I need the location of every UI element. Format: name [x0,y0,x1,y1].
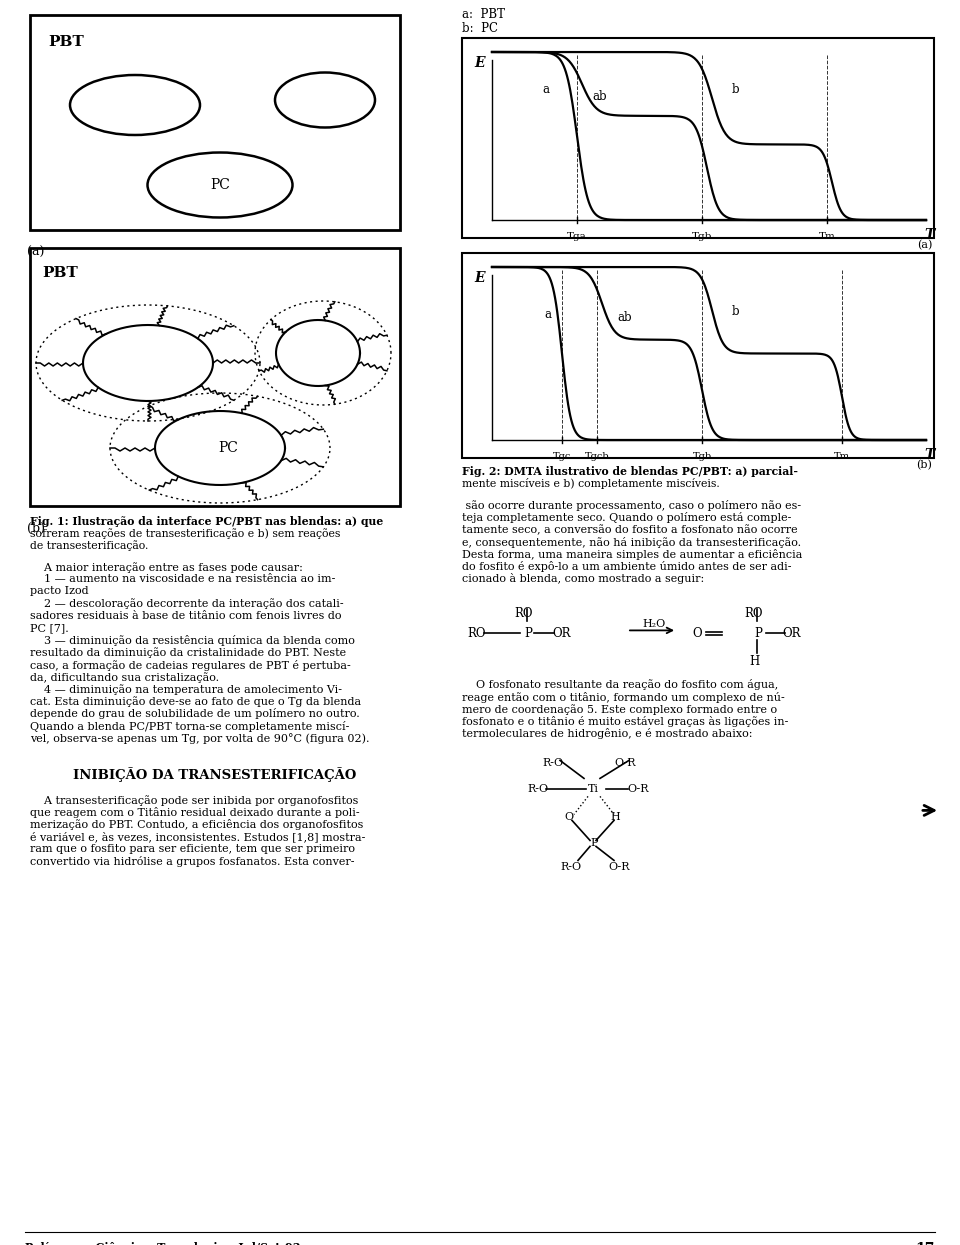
Text: b:  PC: b: PC [462,22,498,35]
Text: E: E [474,271,485,285]
Text: Tgb: Tgb [692,232,712,242]
Text: fosfonato e o titânio é muito estável graças às ligações in-: fosfonato e o titânio é muito estável gr… [462,716,788,727]
Text: Tgb: Tgb [692,452,711,461]
Text: O: O [692,627,702,640]
Text: INIBIÇÃO DA TRANSESTERIFICAÇÃO: INIBIÇÃO DA TRANSESTERIFICAÇÃO [73,767,357,782]
Text: Desta forma, uma maneira simples de aumentar a eficiência: Desta forma, uma maneira simples de aume… [462,549,803,560]
Text: Polímeros: Ciência e Tecnologia – Jul/Set-93: Polímeros: Ciência e Tecnologia – Jul/Se… [25,1243,300,1245]
Text: O: O [564,813,573,823]
Text: A maior interação entre as fases pode causar:: A maior interação entre as fases pode ca… [30,561,302,573]
Text: (b): (b) [916,459,932,471]
Text: PBT: PBT [48,35,84,49]
Text: O-R: O-R [627,784,649,794]
Text: (a): (a) [27,247,44,259]
Text: é variável e, às vezes, inconsistentes. Estudos [1,8] mostra-: é variável e, às vezes, inconsistentes. … [30,832,366,843]
Text: Tm: Tm [834,452,850,461]
Text: H₂O: H₂O [642,620,665,630]
Text: T: T [924,448,934,462]
Text: depende do grau de solubilidade de um polímero no outro.: depende do grau de solubilidade de um po… [30,708,360,720]
Text: 17: 17 [916,1243,935,1245]
Text: b: b [732,83,739,96]
Text: O-R: O-R [614,758,636,768]
Text: 4 — diminuição na temperatura de amolecimento Vi-: 4 — diminuição na temperatura de amoleci… [30,684,342,695]
Ellipse shape [70,75,200,134]
Text: Tm: Tm [819,232,835,242]
Text: Tgc: Tgc [553,452,571,461]
Text: RO: RO [515,608,533,620]
Text: Quando a blenda PC/PBT torna-se completamente miscí-: Quando a blenda PC/PBT torna-se completa… [30,721,349,732]
Text: ab: ab [592,90,607,103]
Text: do fosfito é expô-lo a um ambiente úmido antes de ser adi-: do fosfito é expô-lo a um ambiente úmido… [462,561,791,571]
Text: O fosfonato resultante da reação do fosfito com água,: O fosfonato resultante da reação do fosf… [462,680,779,691]
Text: Fig. 2: DMTA ilustrativo de blendas PC/PBT: a) parcial-: Fig. 2: DMTA ilustrativo de blendas PC/P… [462,466,798,477]
Text: da, dificultando sua cristalização.: da, dificultando sua cristalização. [30,672,219,682]
Text: R-O: R-O [542,758,564,768]
Text: teja completamente seco. Quando o polímero está comple-: teja completamente seco. Quando o políme… [462,512,791,523]
Text: ram que o fosfito para ser eficiente, tem que ser primeiro: ram que o fosfito para ser eficiente, te… [30,844,355,854]
Text: O-R: O-R [608,863,630,873]
Text: cionado à blenda, como mostrado a seguir:: cionado à blenda, como mostrado a seguir… [462,573,705,584]
Bar [462,39,934,238]
Text: são ocorre durante processamento, caso o polímero não es-: são ocorre durante processamento, caso o… [462,500,802,510]
Text: T: T [924,228,934,242]
Text: P: P [754,627,762,640]
Bar [30,15,400,230]
Text: convertido via hidrólise a grupos fosfanatos. Esta conver-: convertido via hidrólise a grupos fosfan… [30,857,354,867]
Text: resultado da diminuição da cristalinidade do PBT. Neste: resultado da diminuição da cristalinidad… [30,647,347,659]
Text: 3 — diminuição da resistência química da blenda como: 3 — diminuição da resistência química da… [30,635,355,646]
Ellipse shape [275,72,375,127]
Text: P: P [524,627,532,640]
Text: PC: PC [210,178,230,192]
Text: Fig. 1: Ilustração da interface PC/PBT nas blendas: a) que: Fig. 1: Ilustração da interface PC/PBT n… [30,515,383,527]
Text: H: H [610,813,620,823]
Text: sofreram reações de transesterificação e b) sem reações: sofreram reações de transesterificação e… [30,528,341,539]
Text: PC: PC [218,441,238,454]
Text: b: b [732,305,739,317]
Text: P: P [590,838,597,848]
Text: mero de coordenação 5. Este complexo formado entre o: mero de coordenação 5. Este complexo for… [462,703,778,715]
Text: a:  PBT: a: PBT [462,7,505,21]
Text: Tgcb: Tgcb [585,452,610,461]
Text: a: a [542,83,549,96]
Text: PBT: PBT [42,266,78,280]
Text: termoleculares de hidrogênio, e é mostrado abaixo:: termoleculares de hidrogênio, e é mostra… [462,728,753,740]
Text: que reagem com o Titânio residual deixado durante a poli-: que reagem com o Titânio residual deixad… [30,807,360,818]
Text: Ti: Ti [588,784,599,794]
Text: tamente seco, a conversão do fosfito a fosfonato não ocorre: tamente seco, a conversão do fosfito a f… [462,524,798,535]
Text: reage então com o titânio, formando um complexo de nú-: reage então com o titânio, formando um c… [462,692,784,702]
Text: E: E [474,56,485,70]
Text: RO: RO [745,608,763,620]
Text: de transesterificação.: de transesterificação. [30,540,149,550]
Ellipse shape [148,152,293,218]
Text: a: a [544,308,551,321]
Text: merização do PBT. Contudo, a eficiência dos organofosfitos: merização do PBT. Contudo, a eficiência … [30,819,364,830]
Bar [30,248,400,505]
Text: H: H [749,655,759,669]
Text: 1 — aumento na viscosidade e na resistência ao im-: 1 — aumento na viscosidade e na resistên… [30,574,335,584]
Text: OR: OR [782,627,801,640]
Text: A transesterificação pode ser inibida por organofosfitos: A transesterificação pode ser inibida po… [30,796,358,806]
Text: (b): (b) [27,522,45,535]
Bar [462,253,934,458]
Text: (a): (a) [917,240,932,250]
Text: vel, observa-se apenas um Tg, por volta de 90°C (figura 02).: vel, observa-se apenas um Tg, por volta … [30,733,370,743]
Text: pacto Izod: pacto Izod [30,586,88,596]
Text: caso, a formação de cadeias regulares de PBT é pertuba-: caso, a formação de cadeias regulares de… [30,660,350,671]
Text: RO: RO [467,627,486,640]
Text: R-O: R-O [527,784,548,794]
Text: sadores residuais à base de titânio com fenois livres do: sadores residuais à base de titânio com … [30,611,342,621]
Text: PC [7].: PC [7]. [30,622,69,632]
Text: ab: ab [617,311,632,324]
Text: mente miscíveis e b) completamente miscíveis.: mente miscíveis e b) completamente miscí… [462,478,720,489]
Text: R-O: R-O [560,863,581,873]
Text: cat. Esta diminuição deve-se ao fato de que o Tg da blenda: cat. Esta diminuição deve-se ao fato de … [30,696,361,707]
Text: Tga: Tga [567,232,587,242]
Text: 2 — descoloração decorrente da interação dos catali-: 2 — descoloração decorrente da interação… [30,599,344,610]
Text: OR: OR [552,627,570,640]
Text: e, consequentemente, não há inibição da transesterificação.: e, consequentemente, não há inibição da … [462,537,802,548]
